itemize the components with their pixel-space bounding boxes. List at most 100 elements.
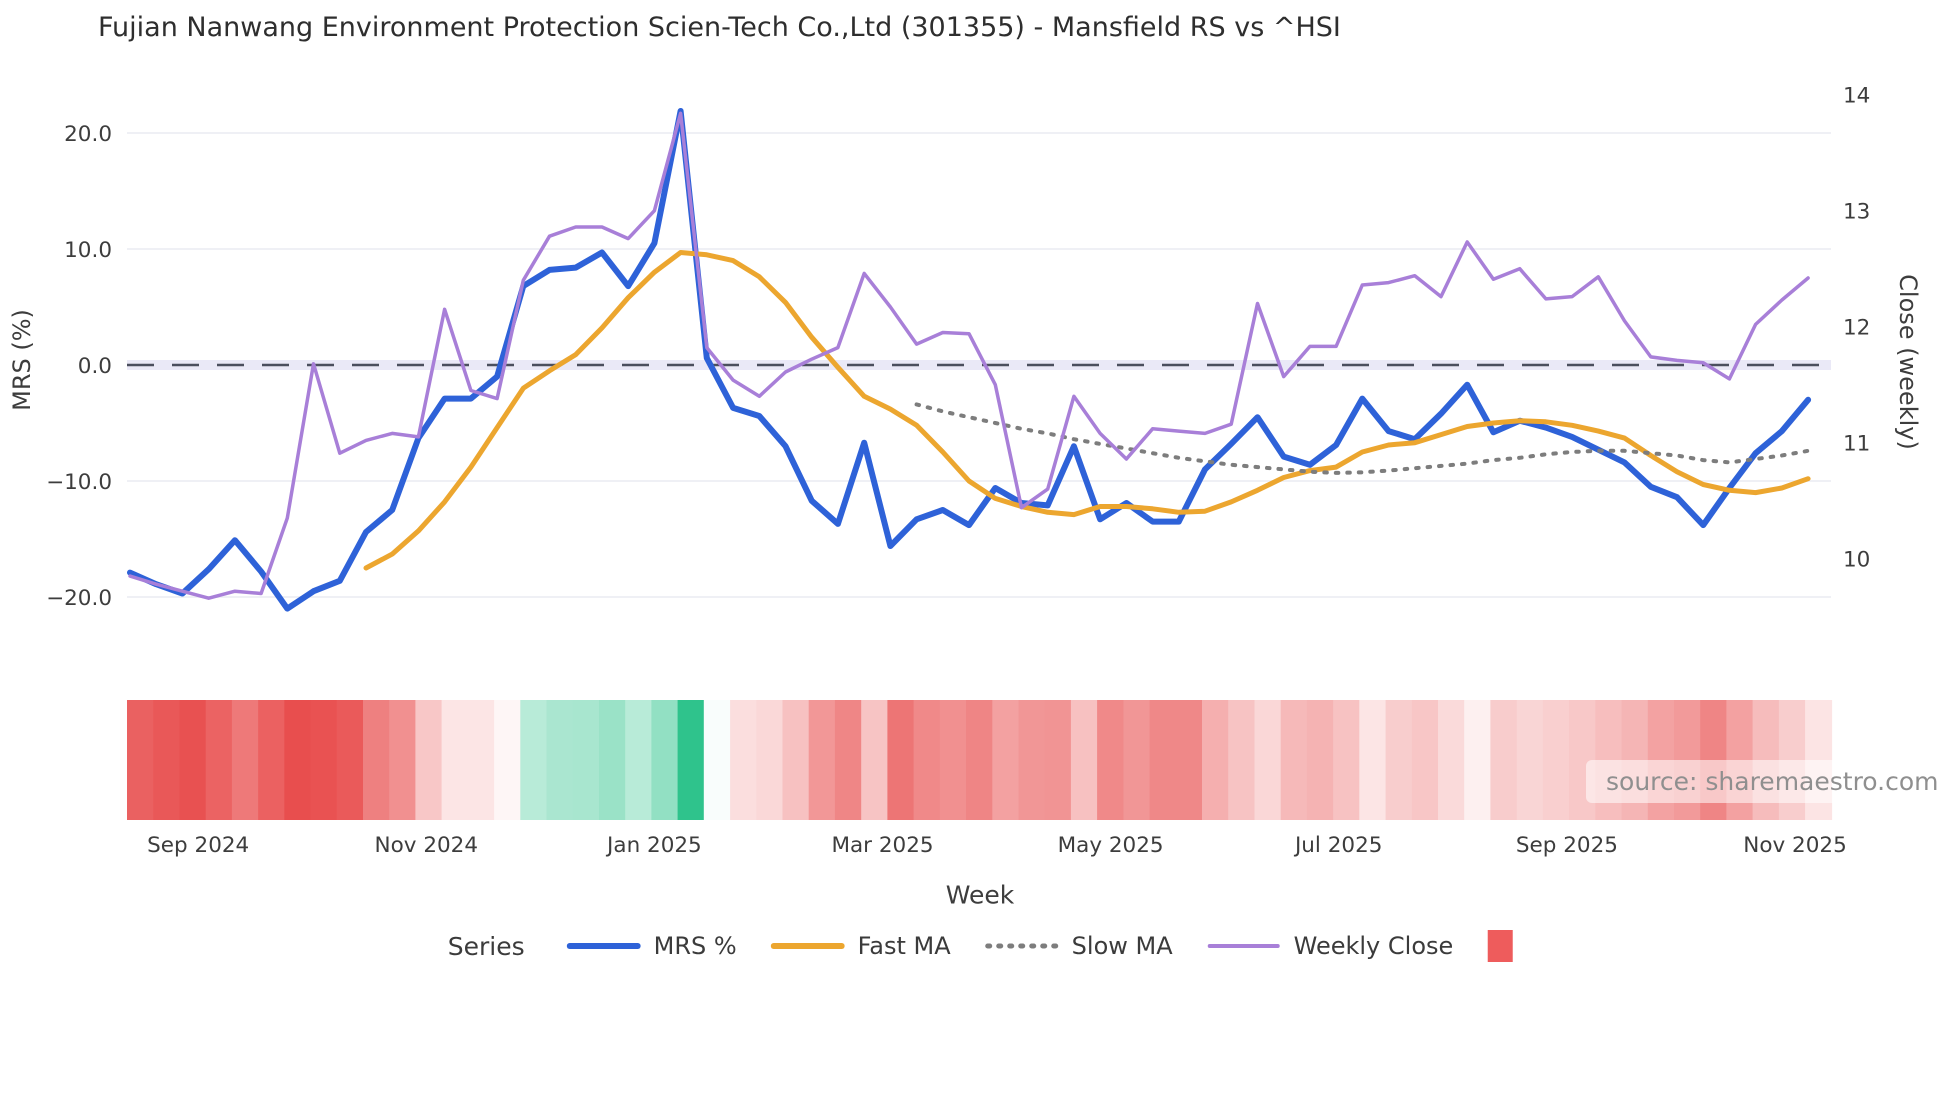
heatmap-legend-swatch-icon — [1487, 930, 1513, 962]
y-right-tick-label: 12 — [1843, 316, 1870, 341]
heatmap-cell — [363, 700, 390, 820]
heatmap-cell — [179, 700, 207, 820]
heatmap-cell — [1123, 700, 1151, 820]
heatmap-cell — [1359, 700, 1387, 820]
x-axis-title: Week — [945, 880, 1015, 910]
heatmap-cell — [1411, 700, 1439, 820]
heatmap-cell — [1385, 700, 1413, 820]
y-axis-left-ticks: 20.0 10.0 0.0 −10.0 −20.0 — [46, 122, 112, 611]
x-tick-label: Jul 2025 — [1293, 833, 1383, 858]
heatmap-cell — [887, 700, 915, 820]
y-right-tick-label: 14 — [1843, 84, 1870, 109]
source-watermark: source: sharemaestro.com — [1586, 760, 1959, 803]
heatmap-cell — [1333, 700, 1361, 820]
heatmap-cell — [756, 700, 784, 820]
heatmap-cell — [520, 700, 548, 820]
y-axis-right-title: Close (weekly) — [1894, 274, 1922, 450]
heatmap-cell — [939, 700, 967, 820]
heatmap-cell — [441, 700, 469, 820]
heatmap-cell — [546, 700, 574, 820]
slow-ma-line-swatch-icon — [985, 943, 1059, 949]
heatmap-cell — [572, 700, 600, 820]
heatmap-cell — [703, 700, 731, 820]
heatmap-cell — [1070, 700, 1098, 820]
heatmap-cell — [808, 700, 836, 820]
heatmap-strip — [127, 700, 1833, 820]
heatmap-cell — [153, 700, 181, 820]
heatmap-cell — [1228, 700, 1256, 820]
slow-ma-line — [914, 402, 1811, 475]
heatmap-cell — [1490, 700, 1518, 820]
heatmap-cell — [992, 700, 1020, 820]
mrs-line — [127, 108, 1812, 612]
heatmap-cell — [1438, 700, 1465, 820]
y-left-tick-label: 10.0 — [64, 238, 112, 263]
heatmap-cell — [1149, 700, 1177, 820]
heatmap-cell — [467, 700, 495, 820]
x-tick-label: May 2025 — [1058, 833, 1164, 858]
x-tick-label: Sep 2024 — [147, 833, 249, 858]
heatmap-cell — [730, 700, 758, 820]
x-tick-label: Jan 2025 — [605, 833, 702, 858]
heatmap-cell — [494, 700, 522, 820]
heatmap-cell — [1044, 700, 1072, 820]
heatmap-cell — [1254, 700, 1282, 820]
fast-ma-line-swatch-icon — [770, 943, 845, 949]
legend-item-heatmap[interactable] — [1487, 930, 1513, 962]
x-tick-label: Sep 2025 — [1516, 833, 1618, 858]
heatmap-cell — [284, 700, 312, 820]
heatmap-cell — [834, 700, 862, 820]
x-tick-label: Mar 2025 — [831, 833, 933, 858]
heatmap-cell — [1097, 700, 1125, 820]
legend-label-fast-ma: Fast MA — [857, 932, 951, 960]
legend-label-weekly-close: Weekly Close — [1293, 932, 1454, 960]
heatmap-cell — [1202, 700, 1229, 820]
y-left-tick-label: 20.0 — [64, 122, 112, 147]
heatmap-cell — [1175, 700, 1203, 820]
legend-item-mrs[interactable]: MRS % — [566, 932, 737, 960]
legend: Series MRS % Fast MA Slow MA Weekly Clos… — [448, 930, 1513, 962]
heatmap-cell — [1018, 700, 1046, 820]
heatmap-cell — [389, 700, 417, 820]
heatmap-cell — [599, 700, 626, 820]
legend-item-slow-ma[interactable]: Slow MA — [985, 932, 1173, 960]
heatmap-cell — [310, 700, 338, 820]
heatmap-cell — [127, 700, 154, 820]
weekly-close-line — [128, 111, 1810, 600]
heatmap-cell — [415, 700, 443, 820]
heatmap-cell — [1542, 700, 1570, 820]
heatmap-cell — [651, 700, 679, 820]
legend-title: Series — [447, 931, 525, 961]
weekly-close-line-swatch-icon — [1207, 944, 1280, 948]
heatmap-cell — [861, 700, 889, 820]
heatmap-cell — [336, 700, 364, 820]
heatmap-cell — [966, 700, 993, 820]
y-axis-left-title: MRS (%) — [8, 309, 36, 411]
legend-label-mrs: MRS % — [653, 932, 737, 960]
legend-item-weekly-close[interactable]: Weekly Close — [1207, 932, 1454, 960]
y-right-tick-label: 10 — [1843, 548, 1870, 573]
heatmap-cell — [1516, 700, 1544, 820]
heatmap-cell — [782, 700, 810, 820]
heatmap-cell — [677, 700, 705, 820]
chart-title: Fujian Nanwang Environment Protection Sc… — [98, 12, 1341, 43]
legend-item-fast-ma[interactable]: Fast MA — [770, 932, 951, 960]
y-right-tick-label: 13 — [1843, 200, 1870, 225]
fast-ma-line — [363, 250, 1811, 571]
heatmap-cell — [258, 700, 286, 820]
heatmap-cell — [913, 700, 941, 820]
heatmap-cell — [1464, 700, 1492, 820]
y-left-tick-label: −20.0 — [46, 586, 112, 611]
zero-band — [127, 360, 1831, 370]
legend-label-slow-ma: Slow MA — [1071, 932, 1173, 960]
heatmap-cell — [1306, 700, 1334, 820]
heatmap-cell — [1280, 700, 1308, 820]
x-tick-label: Nov 2025 — [1743, 833, 1847, 858]
x-axis-ticks: Sep 2024 Nov 2024 Jan 2025 Mar 2025 May 2025… — [147, 833, 1847, 858]
gridlines — [127, 132, 1831, 598]
heatmap-cell — [625, 700, 653, 820]
y-left-tick-label: 0.0 — [78, 354, 112, 379]
heatmap-cell — [205, 700, 233, 820]
y-left-tick-label: −10.0 — [46, 470, 112, 495]
